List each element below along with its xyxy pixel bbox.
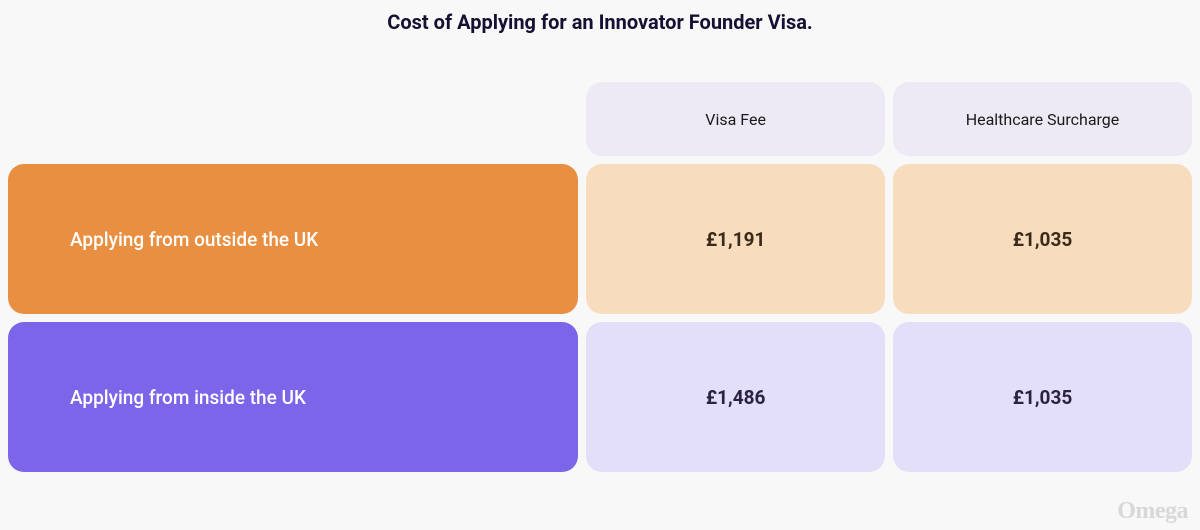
row-label-outside-uk: Applying from outside the UK bbox=[8, 164, 578, 314]
watermark-logo: Omega bbox=[1117, 498, 1188, 525]
header-row: Visa Fee Healthcare Surcharge bbox=[8, 82, 1192, 156]
row-value: £1,035 bbox=[893, 164, 1192, 314]
cost-table-container: Visa Fee Healthcare Surcharge Applying f… bbox=[0, 74, 1200, 480]
header-visa-fee: Visa Fee bbox=[586, 82, 885, 156]
page-title: Cost of Applying for an Innovator Founde… bbox=[0, 0, 1200, 74]
row-value: £1,486 bbox=[586, 322, 885, 472]
row-value: £1,035 bbox=[893, 322, 1192, 472]
header-healthcare-surcharge: Healthcare Surcharge bbox=[893, 82, 1192, 156]
table-row: Applying from outside the UK £1,191 £1,0… bbox=[8, 164, 1192, 314]
row-value: £1,191 bbox=[586, 164, 885, 314]
empty-header-cell bbox=[8, 82, 578, 156]
table-row: Applying from inside the UK £1,486 £1,03… bbox=[8, 322, 1192, 472]
cost-table: Visa Fee Healthcare Surcharge Applying f… bbox=[0, 74, 1200, 480]
row-label-inside-uk: Applying from inside the UK bbox=[8, 322, 578, 472]
